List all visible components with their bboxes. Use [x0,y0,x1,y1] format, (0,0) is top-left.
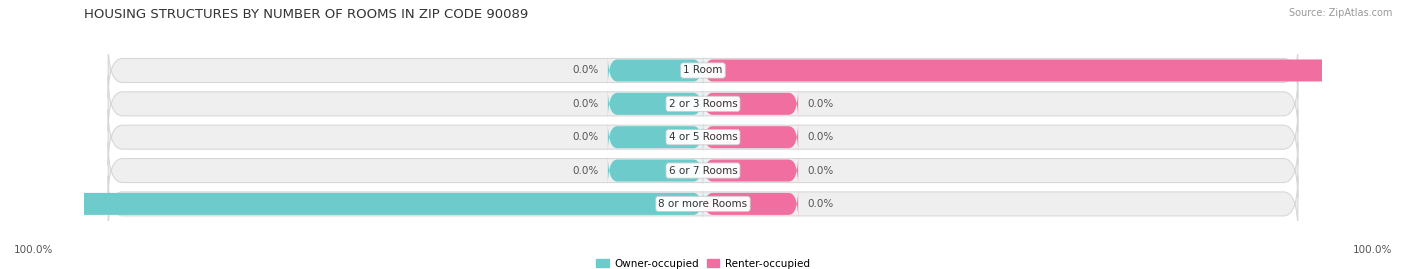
FancyBboxPatch shape [607,155,703,186]
Text: 0.0%: 0.0% [572,165,599,176]
Text: 0.0%: 0.0% [572,99,599,109]
FancyBboxPatch shape [703,88,799,119]
Text: 4 or 5 Rooms: 4 or 5 Rooms [669,132,737,142]
FancyBboxPatch shape [703,155,799,186]
FancyBboxPatch shape [703,122,799,153]
Legend: Owner-occupied, Renter-occupied: Owner-occupied, Renter-occupied [596,259,810,269]
Text: 100.0%: 100.0% [1353,245,1392,255]
FancyBboxPatch shape [108,43,1298,98]
Text: 0.0%: 0.0% [572,132,599,142]
FancyBboxPatch shape [0,188,703,220]
FancyBboxPatch shape [108,143,1298,199]
Text: 0.0%: 0.0% [572,65,599,76]
FancyBboxPatch shape [607,55,703,86]
Text: HOUSING STRUCTURES BY NUMBER OF ROOMS IN ZIP CODE 90089: HOUSING STRUCTURES BY NUMBER OF ROOMS IN… [84,8,529,21]
Text: 0.0%: 0.0% [807,165,834,176]
Text: 6 or 7 Rooms: 6 or 7 Rooms [669,165,737,176]
FancyBboxPatch shape [703,188,799,220]
FancyBboxPatch shape [607,88,703,119]
FancyBboxPatch shape [108,176,1298,232]
Text: 0.0%: 0.0% [807,99,834,109]
Text: 0.0%: 0.0% [807,199,834,209]
Text: 8 or more Rooms: 8 or more Rooms [658,199,748,209]
FancyBboxPatch shape [607,122,703,153]
Text: 1 Room: 1 Room [683,65,723,76]
FancyBboxPatch shape [108,76,1298,132]
FancyBboxPatch shape [108,109,1298,165]
Text: 0.0%: 0.0% [807,132,834,142]
Text: 100.0%: 100.0% [14,245,53,255]
Text: Source: ZipAtlas.com: Source: ZipAtlas.com [1288,8,1392,18]
FancyBboxPatch shape [703,55,1406,86]
Text: 2 or 3 Rooms: 2 or 3 Rooms [669,99,737,109]
